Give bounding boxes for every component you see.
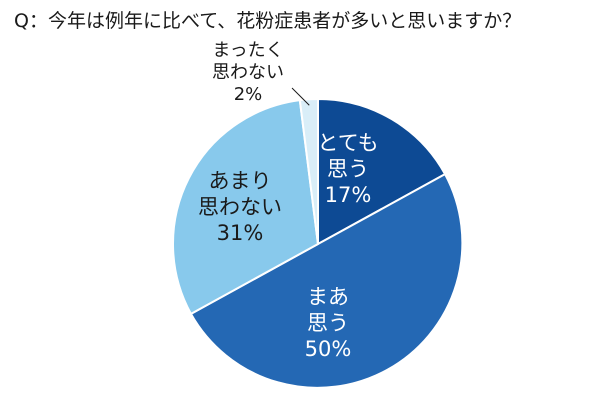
chart-title: Q：今年は例年に比べて、花粉症患者が多いと思いますか？ [14,10,522,32]
leader-lines [291,87,310,106]
slice-label: とても思う 17% [317,131,378,207]
pie-slice [189,172,464,389]
slice-label: まあ思う 50% [305,285,352,361]
slice-label: あまり思わない 31% [198,169,282,245]
pie-slice [172,99,320,316]
slice-labels: とても思う 17% まあ思う 50% あまり思わない 31% まったく思わない 2% [198,40,379,361]
pie-slice [317,97,447,246]
pie-slice [298,97,319,245]
slice-label: まったく思わない 2% [212,40,284,105]
leader-line [291,87,310,106]
pie-slices [172,97,464,389]
